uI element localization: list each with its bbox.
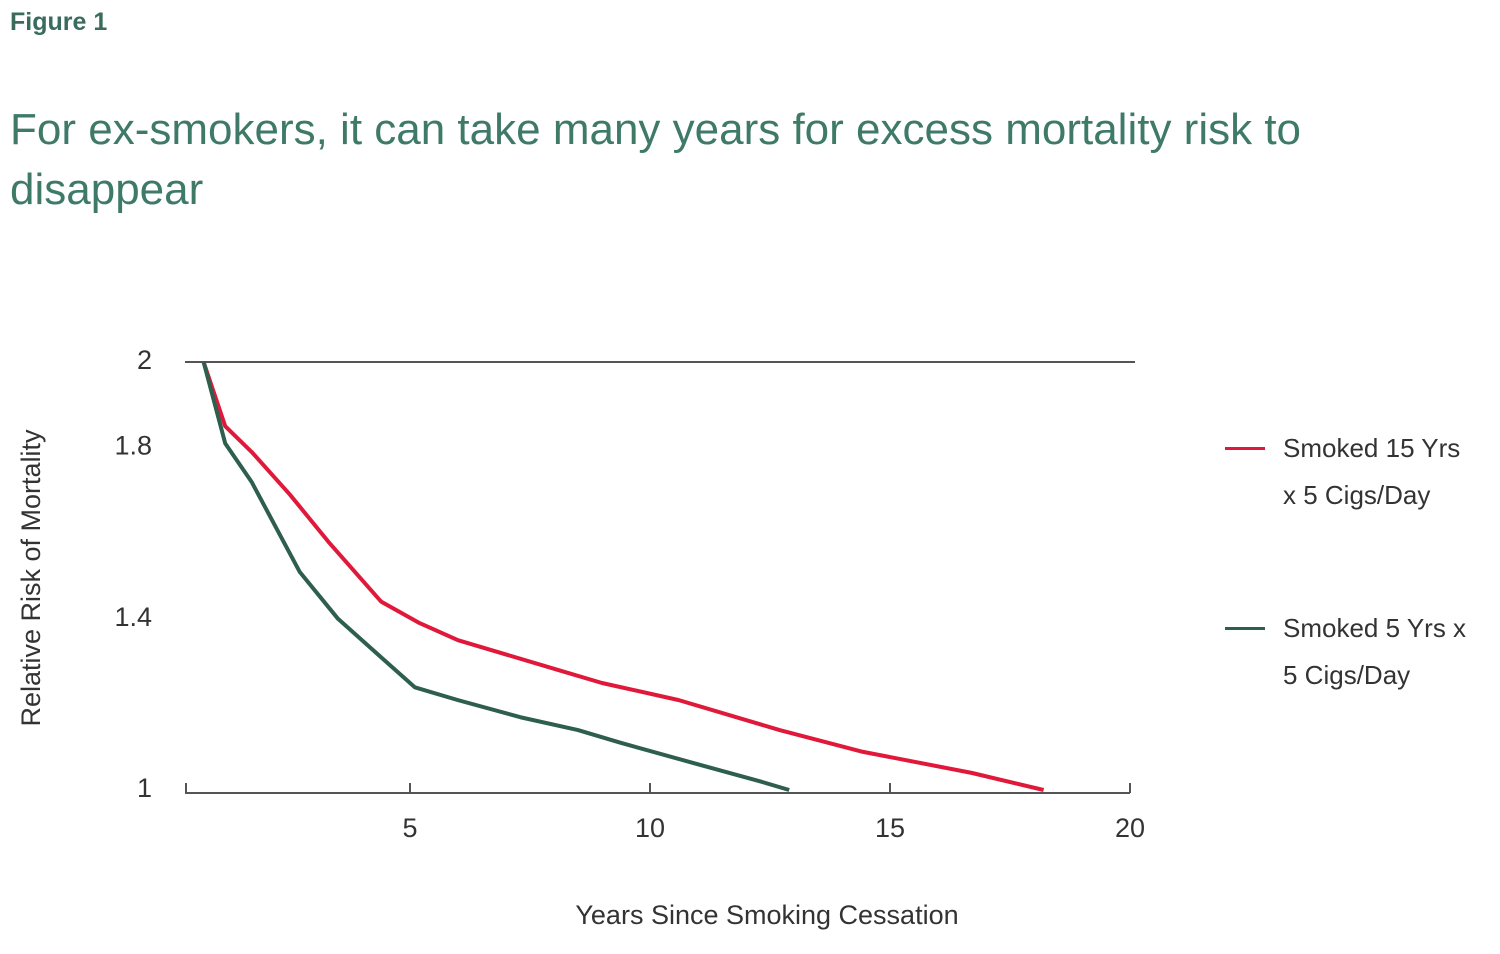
x-tick-label: 10 — [635, 813, 665, 843]
series-line — [201, 361, 1045, 792]
legend-text: Smoked 15 Yrs x 5 Cigs/Day — [1283, 433, 1461, 510]
legend-text: Smoked 5 Yrs x 5 Cigs/Day — [1283, 613, 1467, 690]
legend: Smoked 15 Yrs x 5 Cigs/Day Smoked 5 Yrs x… — [1225, 425, 1475, 699]
legend-item: Smoked 15 Yrs x 5 Cigs/Day — [1225, 425, 1473, 519]
y-axis-label: Relative Risk of Mortality — [16, 429, 46, 727]
x-tick-label: 15 — [875, 813, 905, 843]
series-line — [201, 361, 790, 792]
x-tick-label: 5 — [402, 813, 417, 843]
y-tick-label: 1 — [137, 773, 152, 803]
y-tick-label: 2 — [137, 345, 152, 375]
x-tick-label: 20 — [1115, 813, 1145, 843]
figure-label: Figure 1 — [10, 8, 108, 36]
y-tick-label: 1.8 — [114, 431, 152, 461]
legend-swatch — [1225, 447, 1265, 450]
legend-item: Smoked 5 Yrs x 5 Cigs/Day — [1225, 605, 1473, 699]
legend-swatch — [1225, 627, 1265, 630]
x-axis-label: Years Since Smoking Cessation — [575, 900, 958, 930]
chart-title: For ex-smokers, it can take many years f… — [10, 105, 1302, 214]
y-tick-label: 1.4 — [114, 602, 152, 632]
